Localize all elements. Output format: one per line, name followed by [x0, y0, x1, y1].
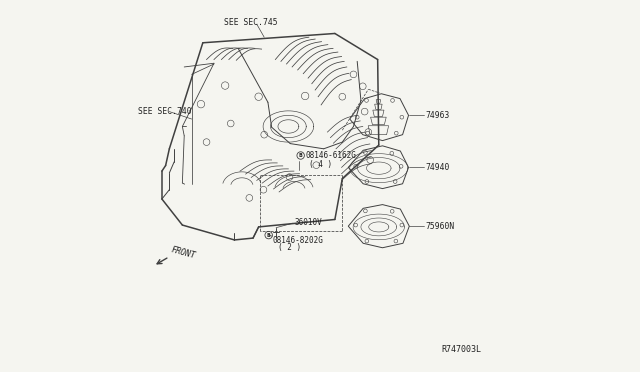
- Text: ( 4 ): ( 4 ): [309, 160, 332, 169]
- Text: B: B: [299, 153, 303, 158]
- Text: 08146-8202G: 08146-8202G: [273, 236, 323, 245]
- Text: 74963: 74963: [425, 111, 450, 120]
- Text: 74940: 74940: [425, 163, 450, 172]
- Text: SEE SEC.740: SEE SEC.740: [138, 107, 191, 116]
- Text: 36010V: 36010V: [294, 218, 323, 227]
- Text: FRONT: FRONT: [170, 246, 197, 260]
- Text: 75960N: 75960N: [425, 222, 454, 231]
- Text: ( 2 ): ( 2 ): [278, 243, 301, 252]
- Text: B: B: [267, 232, 271, 238]
- Text: R747003L: R747003L: [442, 345, 481, 354]
- Text: SEE SEC.745: SEE SEC.745: [224, 18, 278, 27]
- Text: 08146-6162G: 08146-6162G: [306, 151, 356, 160]
